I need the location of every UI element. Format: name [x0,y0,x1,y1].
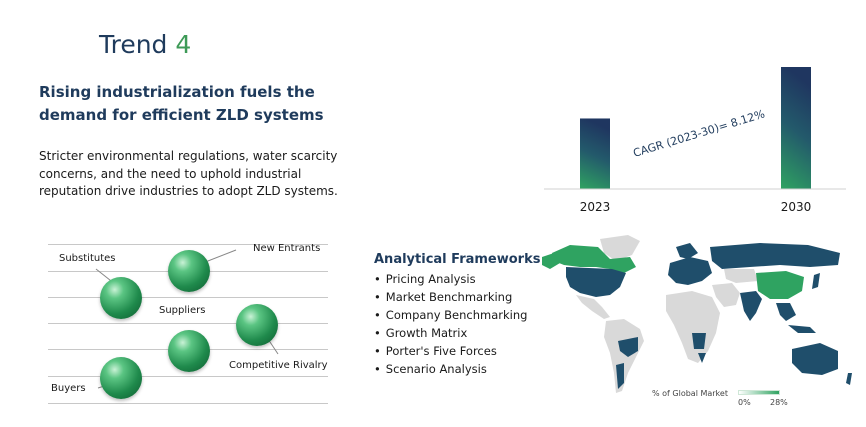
divider-line [48,297,328,298]
frameworks-title: Analytical Frameworks [374,252,541,267]
competitive-rivalry-label: Competitive Rivalry [229,360,328,371]
divider-line [48,403,328,404]
suppliers-sphere [168,330,210,372]
trend-title: Trend 4 [99,30,191,59]
world-map [540,233,860,413]
competitive-rivalry-sphere [236,304,278,346]
cagr-bar-chart: 2023 2030 CAGR (2023-30)= 8.12% [540,55,850,220]
list-item: Pricing Analysis [374,270,540,288]
trend-label: Trend [99,30,168,59]
list-item: Market Benchmarking [374,288,540,306]
divider-line [48,323,328,324]
map-legend-gradient [738,390,780,395]
list-item: Porter's Five Forces [374,342,540,360]
chart-svg: 2023 2030 CAGR (2023-30)= 8.12% [544,67,846,214]
cagr-annotation: CAGR (2023-30)= 8.12% [632,107,767,159]
suppliers-label: Suppliers [159,305,206,316]
divider-line [48,376,328,377]
porter-diagram: Substitutes New Entrants Suppliers Compe… [48,236,338,411]
substitutes-sphere [100,277,142,319]
world-map-svg [542,235,852,393]
map-legend-min: 0% [738,398,751,407]
list-item: Scenario Analysis [374,360,540,378]
buyers-label: Buyers [51,383,86,394]
bar-2030 [781,67,811,189]
map-legend-max: 28% [770,398,788,407]
divider-line [48,244,328,245]
x-tick-label: 2023 [580,200,611,214]
new-entrants-sphere [168,250,210,292]
trend-number: 4 [175,30,192,59]
new-entrants-label: New Entrants [253,243,321,254]
headline: Rising industrialization fuels the deman… [39,83,324,124]
list-item: Company Benchmarking [374,306,540,324]
analytical-frameworks: Analytical Frameworks Pricing Analysis M… [374,252,540,378]
frameworks-list: Pricing Analysis Market Benchmarking Com… [374,270,540,378]
x-tick-label: 2030 [781,200,812,214]
substitutes-label: Substitutes [59,253,116,264]
map-legend-title: % of Global Market [652,389,728,398]
body-text: Stricter environmental regulations, wate… [39,149,338,198]
bar-2023 [580,118,610,189]
buyers-sphere [100,357,142,399]
list-item: Growth Matrix [374,324,540,342]
